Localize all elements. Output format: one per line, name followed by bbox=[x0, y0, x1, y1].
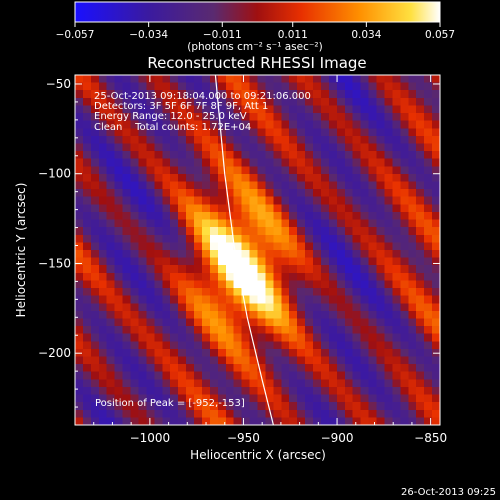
solar-limb-line bbox=[214, 75, 274, 425]
y-tick-label: −200 bbox=[38, 346, 71, 360]
footer-timestamp: 26-Oct-2013 09:25 bbox=[401, 487, 496, 498]
heatmap-image bbox=[75, 75, 440, 425]
x-axis-label: Heliocentric X (arcsec) bbox=[190, 448, 326, 462]
plot-frame bbox=[74, 74, 441, 426]
y-tick-label: −150 bbox=[38, 256, 71, 270]
annotation-detectors: Detectors: 3F 5F 6F 7F 8F 9F, Att 1 bbox=[94, 101, 268, 112]
peak-position-label: Position of Peak = [-952,-153] bbox=[95, 398, 245, 409]
colorbar-tick-label: −0.057 bbox=[56, 29, 95, 41]
colorbar-tick-label: −0.034 bbox=[129, 29, 168, 41]
plot-area bbox=[75, 75, 440, 425]
x-tick-label: −900 bbox=[321, 431, 354, 445]
y-axis-ticks: −50 −100 −150 −200 bbox=[38, 77, 440, 408]
x-tick-label: −1000 bbox=[130, 431, 171, 445]
annotation-clean-counts: Clean Total counts: 1.72E+04 bbox=[94, 122, 251, 133]
y-axis-label: Heliocentric Y (arcsec) bbox=[14, 183, 28, 318]
y-tick-label: −50 bbox=[46, 77, 71, 91]
colorbar-tick-label: −0.011 bbox=[203, 29, 242, 41]
colorbar-tick-label: 0.034 bbox=[351, 29, 381, 41]
colorbar-tick-label: 0.011 bbox=[278, 29, 308, 41]
info-annotations: 25-Oct-2013 09:18:04.000 to 09:21:06.000… bbox=[94, 91, 311, 409]
colorbar: −0.057 −0.034 −0.011 0.011 0.034 0.057 (photo… bbox=[56, 1, 455, 53]
annotation-time-range: 25-Oct-2013 09:18:04.000 to 09:21:06.000 bbox=[94, 91, 311, 102]
annotation-energy-range: Energy Range: 12.0 - 25.0 keV bbox=[94, 111, 247, 122]
x-axis-ticks: −1000 −950 −900 −850 bbox=[93, 75, 447, 445]
colorbar-tick-label: 0.057 bbox=[425, 29, 455, 41]
x-tick-label: −950 bbox=[227, 431, 260, 445]
colorbar-units-label: (photons cm⁻² s⁻¹ asec⁻²) bbox=[187, 41, 322, 53]
colorbar-ticks: −0.057 −0.034 −0.011 0.011 0.034 0.057 bbox=[56, 22, 455, 41]
chart-title: Reconstructed RHESSI Image bbox=[147, 54, 366, 72]
colorbar-gradient bbox=[74, 1, 441, 23]
x-tick-label: −850 bbox=[414, 431, 447, 445]
y-tick-label: −100 bbox=[38, 167, 71, 181]
